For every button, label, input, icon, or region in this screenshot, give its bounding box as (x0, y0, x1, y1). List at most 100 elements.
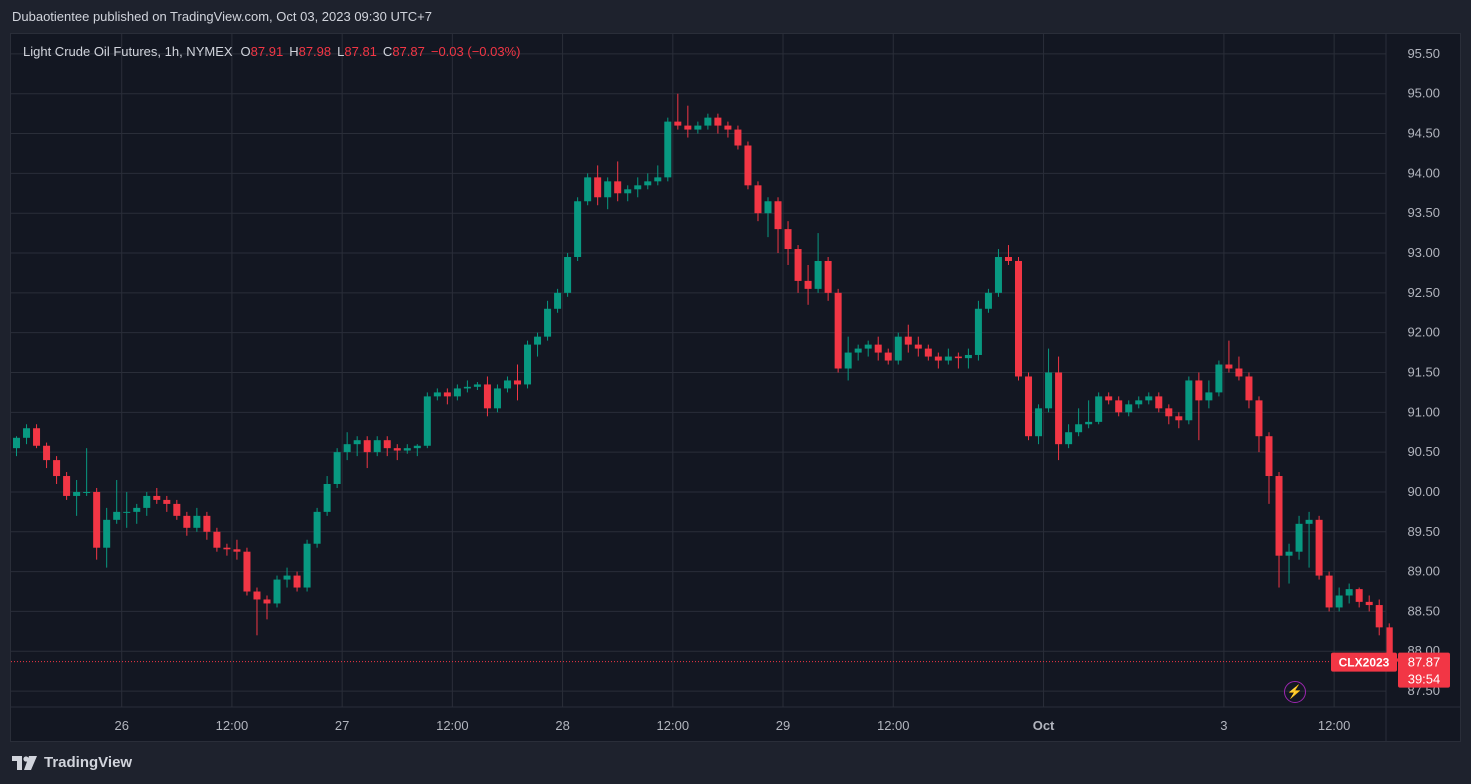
candle[interactable] (844, 336, 852, 381)
footer-brand[interactable]: TradingView (12, 754, 132, 771)
candle[interactable] (614, 161, 622, 202)
candle[interactable] (894, 332, 902, 365)
candle[interactable] (253, 587, 261, 636)
candle[interactable] (924, 344, 932, 361)
candle[interactable] (724, 121, 732, 138)
candle[interactable] (1225, 340, 1233, 373)
candle[interactable] (1095, 392, 1103, 425)
candle[interactable] (524, 340, 532, 389)
candle[interactable] (1215, 360, 1223, 397)
candle[interactable] (664, 117, 672, 182)
candle[interactable] (303, 539, 311, 592)
candle[interactable] (313, 507, 321, 548)
candle[interactable] (1004, 245, 1012, 265)
candle[interactable] (1265, 432, 1273, 504)
candle[interactable] (1115, 396, 1123, 417)
candle[interactable] (984, 288, 992, 313)
candle[interactable] (163, 495, 171, 512)
candle[interactable] (1365, 595, 1373, 612)
candle[interactable] (794, 245, 802, 293)
candle[interactable] (884, 348, 892, 365)
candle[interactable] (1195, 372, 1203, 441)
chart-frame[interactable]: 95.50 95.00 94.50 94.00 93.50 93.00 92.50 92.00… (10, 33, 1461, 742)
candle[interactable] (864, 340, 872, 357)
candle[interactable] (1245, 372, 1253, 409)
candle[interactable] (1345, 583, 1353, 604)
candle[interactable] (1335, 587, 1343, 612)
candle[interactable] (1045, 348, 1053, 413)
candle[interactable] (764, 197, 772, 238)
candle[interactable] (433, 388, 441, 401)
candle[interactable] (1325, 571, 1333, 612)
candle[interactable] (343, 432, 351, 461)
candle[interactable] (874, 336, 882, 361)
candle[interactable] (453, 384, 461, 401)
candle[interactable] (473, 382, 481, 391)
candle[interactable] (604, 177, 612, 210)
candle[interactable] (233, 539, 241, 560)
candlestick-chart[interactable]: 95.50 95.00 94.50 94.00 93.50 93.00 92.50 92.00… (11, 34, 1461, 742)
candle[interactable] (463, 380, 471, 393)
candle[interactable] (634, 177, 642, 198)
candle[interactable] (423, 392, 431, 449)
candle[interactable] (804, 264, 812, 305)
candle[interactable] (1035, 404, 1043, 445)
candle[interactable] (934, 352, 942, 369)
candle[interactable] (443, 388, 451, 405)
candle[interactable] (223, 543, 231, 556)
candle[interactable] (1355, 587, 1363, 608)
candle[interactable] (744, 141, 752, 190)
candle[interactable] (514, 364, 521, 401)
candle[interactable] (1155, 392, 1163, 413)
candle[interactable] (1295, 515, 1303, 560)
candle[interactable] (1085, 400, 1093, 429)
candle[interactable] (243, 547, 251, 596)
candle[interactable] (1255, 396, 1263, 453)
candle[interactable] (93, 487, 101, 560)
candle[interactable] (53, 456, 61, 484)
candle[interactable] (1055, 356, 1063, 461)
candle[interactable] (193, 507, 201, 532)
candle[interactable] (363, 436, 371, 469)
candle[interactable] (1105, 392, 1113, 405)
candle[interactable] (353, 436, 361, 457)
candle[interactable] (654, 165, 662, 186)
candle[interactable] (503, 376, 511, 393)
candle[interactable] (23, 424, 31, 445)
candle[interactable] (383, 436, 391, 457)
candle[interactable] (814, 233, 822, 293)
candle[interactable] (584, 173, 592, 206)
candle[interactable] (564, 253, 572, 297)
lightning-icon[interactable]: ⚡ (1284, 681, 1306, 703)
candle[interactable] (734, 125, 742, 150)
candle[interactable] (43, 442, 51, 469)
candle[interactable] (1145, 392, 1153, 405)
candle[interactable] (103, 507, 111, 568)
candle[interactable] (373, 436, 381, 457)
candle[interactable] (143, 491, 151, 516)
candle[interactable] (1025, 372, 1033, 441)
candle[interactable] (1185, 376, 1193, 425)
candle[interactable] (63, 472, 71, 500)
candle[interactable] (83, 448, 91, 496)
candle[interactable] (1205, 380, 1213, 409)
candle[interactable] (1015, 257, 1022, 381)
candle[interactable] (1285, 543, 1293, 584)
candle[interactable] (1375, 599, 1383, 636)
candle[interactable] (133, 503, 141, 524)
candle[interactable] (403, 444, 411, 454)
candle[interactable] (1305, 511, 1313, 568)
candle[interactable] (1135, 396, 1143, 409)
candle[interactable] (483, 376, 491, 417)
candle[interactable] (333, 448, 341, 488)
candle[interactable] (824, 257, 832, 301)
candle[interactable] (293, 571, 301, 592)
candle[interactable] (123, 491, 131, 528)
candle[interactable] (904, 324, 912, 353)
candle[interactable] (1175, 412, 1183, 429)
candle[interactable] (13, 436, 20, 457)
candle[interactable] (914, 336, 922, 357)
candle[interactable] (1075, 408, 1083, 437)
candle[interactable] (644, 173, 652, 190)
candle[interactable] (283, 567, 291, 588)
